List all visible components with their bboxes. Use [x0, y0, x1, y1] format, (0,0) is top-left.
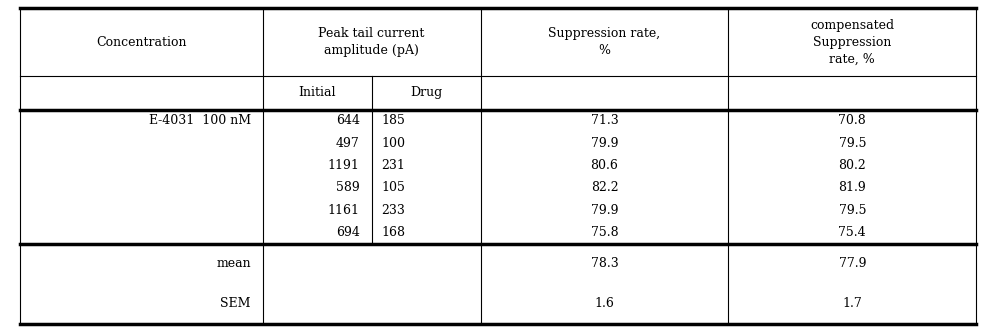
- Text: 105: 105: [382, 182, 405, 195]
- Text: 168: 168: [382, 226, 405, 239]
- Text: 644: 644: [336, 114, 360, 127]
- Text: 80.2: 80.2: [838, 159, 866, 172]
- Text: 79.9: 79.9: [591, 204, 618, 217]
- Text: 81.9: 81.9: [838, 182, 866, 195]
- Text: compensated
Suppression
rate, %: compensated Suppression rate, %: [811, 19, 894, 66]
- Text: 71.3: 71.3: [591, 114, 618, 127]
- Text: 78.3: 78.3: [591, 257, 618, 271]
- Text: 231: 231: [382, 159, 405, 172]
- Text: 1.7: 1.7: [842, 297, 862, 310]
- Text: 185: 185: [382, 114, 405, 127]
- Text: 70.8: 70.8: [838, 114, 866, 127]
- Text: 694: 694: [336, 226, 360, 239]
- Text: Peak tail current
amplitude (pA): Peak tail current amplitude (pA): [318, 27, 425, 57]
- Text: 82.2: 82.2: [591, 182, 618, 195]
- Text: Suppression rate,
%: Suppression rate, %: [548, 27, 661, 57]
- Text: 80.6: 80.6: [591, 159, 618, 172]
- Text: 1.6: 1.6: [595, 297, 614, 310]
- Text: mean: mean: [216, 257, 251, 271]
- Text: 1161: 1161: [328, 204, 360, 217]
- Text: Drug: Drug: [410, 86, 442, 100]
- Text: 77.9: 77.9: [838, 257, 866, 271]
- Text: SEM: SEM: [220, 297, 251, 310]
- Text: 79.5: 79.5: [838, 204, 866, 217]
- Text: 233: 233: [382, 204, 405, 217]
- Text: 497: 497: [336, 137, 360, 150]
- Text: 79.5: 79.5: [838, 137, 866, 150]
- Text: 589: 589: [336, 182, 360, 195]
- Text: Concentration: Concentration: [96, 36, 186, 49]
- Text: 75.4: 75.4: [838, 226, 866, 239]
- Text: 100: 100: [382, 137, 405, 150]
- Text: 79.9: 79.9: [591, 137, 618, 150]
- Text: Initial: Initial: [298, 86, 336, 100]
- Text: E‑4031  100 nM: E‑4031 100 nM: [149, 114, 251, 127]
- Text: 1191: 1191: [328, 159, 360, 172]
- Text: 75.8: 75.8: [591, 226, 618, 239]
